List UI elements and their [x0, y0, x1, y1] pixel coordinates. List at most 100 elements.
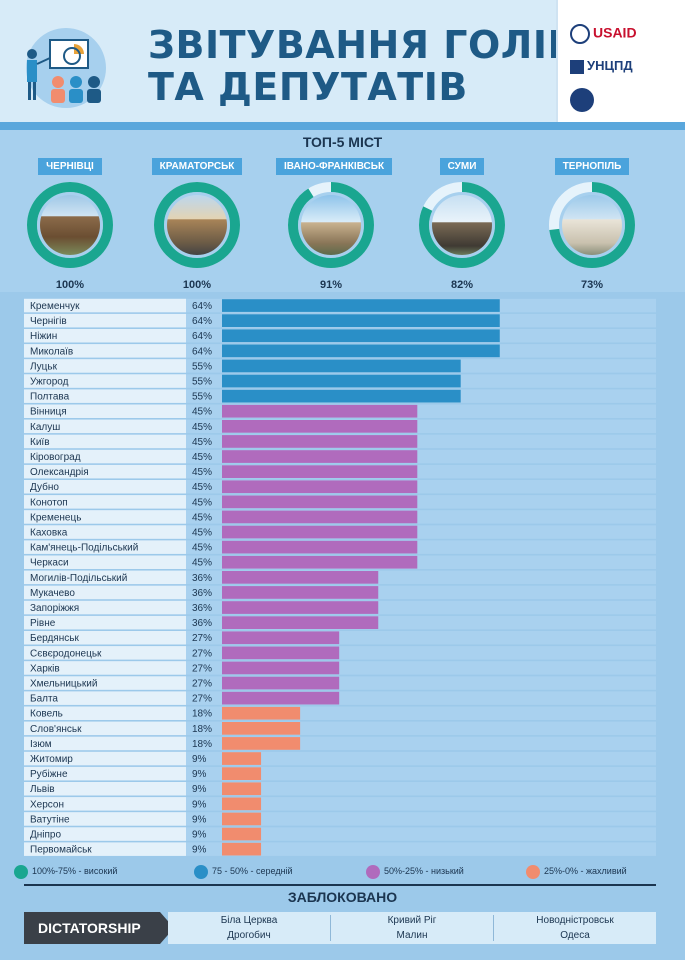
bar [222, 661, 340, 675]
bar [222, 752, 262, 765]
blocked-separator [493, 915, 494, 941]
value-label: 45% [192, 437, 212, 448]
category-label-bg [24, 298, 186, 313]
chesno-logo [570, 88, 594, 112]
bar [222, 420, 418, 433]
bar [222, 812, 262, 826]
dictatorship-label: DICTATORSHIP [24, 912, 174, 944]
city-percent: 100% [182, 279, 212, 291]
bar-row: Ужгород 55% [24, 374, 656, 388]
bar-row: Кременчук 64% [24, 298, 656, 313]
unz-mark-icon [570, 59, 584, 74]
city-percent: 73% [580, 279, 604, 291]
category-label-bg [24, 359, 186, 373]
value-label: 36% [192, 618, 212, 629]
bar-row: Миколаїв 64% [24, 344, 656, 358]
category-label-bg [24, 721, 186, 736]
category-label: Слов'янськ [30, 724, 82, 735]
value-label: 45% [192, 497, 212, 508]
category-label-bg [24, 555, 186, 569]
bar-row: Дубно 45% [24, 480, 656, 494]
value-label: 9% [192, 799, 207, 810]
value-label: 9% [192, 784, 207, 795]
value-label: 45% [192, 482, 212, 493]
bar [222, 586, 379, 599]
value-label: 45% [192, 528, 212, 539]
category-label: Рубіжне [30, 768, 68, 780]
category-label-bg [24, 631, 186, 645]
bar [222, 344, 500, 358]
bar-row: Львів 9% [24, 782, 656, 796]
category-label: Луцьк [30, 361, 58, 372]
bar-row: Конотоп 45% [24, 495, 656, 509]
bar [222, 374, 461, 388]
category-label-bg [24, 389, 186, 403]
category-label-bg [24, 329, 186, 343]
city-label: ІВАНО-ФРАНКІВСЬК [276, 158, 393, 175]
city-ring [548, 181, 636, 269]
category-label-bg [24, 600, 186, 615]
category-label-bg [24, 842, 186, 856]
bar [222, 646, 340, 660]
category-label-bg [24, 751, 186, 766]
presentation-illustration [26, 28, 106, 108]
category-label-bg [24, 782, 186, 796]
top5-city: СУМИ 82% [407, 158, 517, 291]
bar [222, 389, 461, 403]
bar-row: Ватутіне 9% [24, 812, 656, 826]
value-label: 45% [192, 467, 212, 478]
category-label: Кам'янець-Подільський [30, 543, 138, 554]
top5-city: ЧЕРНІВЦІ 100% [15, 158, 125, 291]
category-label: Сєвєродонецьк [30, 648, 102, 659]
city-percent: 100% [55, 279, 85, 291]
value-label: 9% [192, 845, 207, 856]
category-label: Черкаси [30, 558, 69, 569]
top5-city: ІВАНО-ФРАНКІВСЬК 91% [276, 158, 393, 291]
top5-title: ТОП-5 МІСТ [302, 134, 383, 150]
legend-swatch-icon [366, 865, 380, 879]
bar-row: Дніпро 9% [24, 827, 656, 841]
bar [222, 435, 418, 448]
category-label: Конотоп [30, 497, 68, 508]
value-label: 45% [192, 543, 212, 554]
category-label: Житомир [30, 754, 73, 765]
category-label: Калуш [30, 422, 60, 433]
ring-progress [419, 182, 505, 268]
top5-stripe [0, 122, 685, 130]
usaid-seal-icon [570, 24, 590, 44]
city-ring [287, 181, 375, 269]
category-label: Полтава [30, 392, 70, 403]
value-label: 64% [192, 331, 212, 342]
value-label: 64% [192, 346, 212, 357]
bar [222, 359, 461, 373]
bar-row: Херсон 9% [24, 797, 656, 811]
category-label: Ізюм [30, 739, 52, 750]
ring-progress [549, 182, 635, 268]
category-label-bg [24, 434, 186, 449]
bar [222, 314, 500, 327]
category-label: Олександрія [30, 467, 89, 478]
bar [222, 706, 301, 720]
bar-row: Каховка 45% [24, 525, 656, 539]
value-label: 64% [192, 316, 212, 327]
bar [222, 601, 379, 614]
bar-row: Хмельницький 27% [24, 676, 656, 690]
city-label: КРАМАТОРСЬК [151, 158, 243, 175]
category-label: Вінниця [30, 407, 67, 418]
legend: 100%-75% - високий 75 - 50% - середній 50%… [14, 864, 674, 880]
legend-label: 75 - 50% - середній [212, 866, 293, 876]
category-label-bg [24, 812, 186, 826]
category-label: Бердянськ [30, 633, 79, 644]
bar-chart: Кременчук 64% Чернігів 64% Ніжин 64% Миколаїв 6… [24, 298, 656, 856]
bar [222, 299, 500, 312]
bar-row: Кременець 45% [24, 510, 656, 524]
category-label: Каховка [30, 528, 68, 539]
bar-row: Калуш 45% [24, 419, 656, 434]
category-label-bg [24, 449, 186, 464]
bar [222, 450, 418, 463]
blocked-city: Одеса [560, 930, 590, 941]
category-label: Львів [30, 784, 55, 795]
category-label-bg [24, 646, 186, 660]
bar-row: Сєвєродонецьк 27% [24, 646, 656, 660]
category-label-bg [24, 404, 186, 418]
